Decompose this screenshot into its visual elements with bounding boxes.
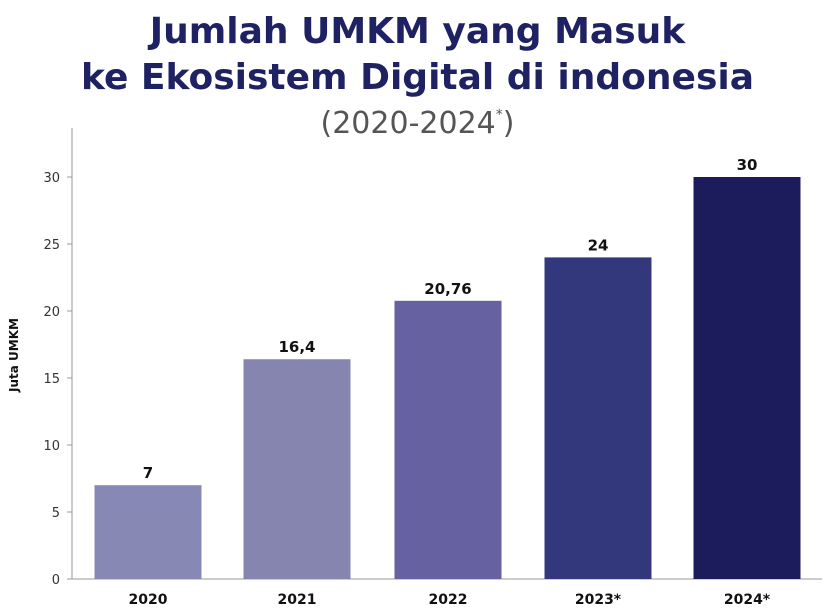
data-label: 7	[143, 464, 153, 482]
chart-title-line-2: ke Ekosistem Digital di indonesia	[80, 57, 754, 98]
y-axis-label: Juta UMKM	[7, 318, 21, 393]
bar-2024	[693, 177, 801, 579]
data-label: 30	[737, 156, 758, 174]
y-tick-label: 5	[52, 506, 60, 521]
y-tick-label: 25	[43, 238, 60, 253]
x-tick-label: 2020	[129, 592, 168, 608]
bar-2022	[394, 300, 502, 579]
y-tick-label: 30	[43, 171, 60, 186]
bar-2020	[94, 485, 202, 579]
data-label: 24	[588, 236, 609, 254]
x-tick-label: 2024*	[724, 592, 771, 608]
y-tick-label: 0	[52, 573, 60, 588]
y-tick-label: 20	[43, 305, 60, 320]
subtitle-text: (2020-2024	[320, 106, 496, 141]
x-tick-label: 2023*	[575, 592, 622, 608]
y-tick-label: 10	[43, 439, 60, 454]
subtitle-close: )	[502, 106, 515, 141]
x-tick-label: 2022	[429, 592, 468, 608]
chart-title-line-1: Jumlah UMKM yang Masuk	[149, 11, 686, 52]
data-label: 20,76	[424, 280, 471, 298]
subtitle-asterisk: *	[495, 107, 503, 123]
chart-subtitle: (2020-2024*)	[0, 108, 835, 139]
data-label: 16,4	[278, 338, 315, 356]
y-tick-label: 15	[43, 372, 60, 387]
bar-2021	[243, 359, 351, 579]
x-tick-label: 2021	[278, 592, 317, 608]
bar-2023	[544, 257, 652, 579]
